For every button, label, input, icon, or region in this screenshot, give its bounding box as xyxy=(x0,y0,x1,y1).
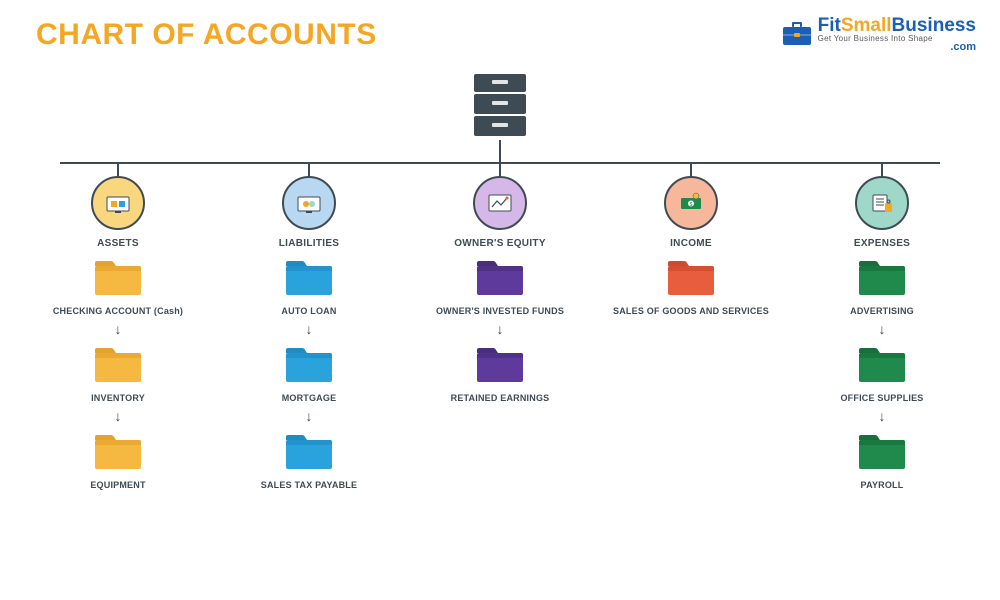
folder-item: AUTO LOAN xyxy=(281,259,336,316)
down-arrow-icon: ↓ xyxy=(115,409,122,423)
brand-fit: Fit xyxy=(818,15,841,36)
connector-drop xyxy=(881,162,883,176)
folder-item: MORTGAGE xyxy=(282,346,337,403)
folder-item: ADVERTISING xyxy=(850,259,914,316)
connector-drop xyxy=(499,162,501,176)
folder-item: SALES TAX PAYABLE xyxy=(261,433,357,490)
brand-logo: FitSmallBusiness Get Your Business Into … xyxy=(782,16,976,53)
folder-label: ADVERTISING xyxy=(850,306,914,316)
branch-assets: ASSETS CHECKING ACCOUNT (Cash) ↓ INVENTOR… xyxy=(30,162,206,490)
folder-icon xyxy=(284,259,334,302)
folder-item: OFFICE SUPPLIES xyxy=(840,346,923,403)
assets-label: ASSETS xyxy=(97,238,139,249)
folder-item: PAYROLL xyxy=(857,433,907,490)
folder-icon xyxy=(93,259,143,302)
folder-label: SALES OF GOODS AND SERVICES xyxy=(613,306,769,316)
down-arrow-icon: ↓ xyxy=(879,322,886,336)
income-category-icon: $ xyxy=(664,176,718,230)
assets-category-icon xyxy=(91,176,145,230)
folder-item: INVENTORY xyxy=(91,346,145,403)
folder-item: RETAINED EARNINGS xyxy=(451,346,550,403)
branch-income: $ INCOME SALES OF GOODS AND SERVICES xyxy=(603,162,779,490)
equity-label: OWNER'S EQUITY xyxy=(454,238,546,249)
folder-label: PAYROLL xyxy=(861,480,904,490)
folder-item: CHECKING ACCOUNT (Cash) xyxy=(53,259,183,316)
folder-icon xyxy=(666,259,716,302)
folder-item: OWNER'S INVESTED FUNDS xyxy=(436,259,564,316)
connector-drop xyxy=(117,162,119,176)
folder-icon xyxy=(93,433,143,476)
branch-liabilities: LIABILITIES AUTO LOAN ↓ MORTGAGE ↓ SALES T… xyxy=(221,162,397,490)
svg-text:$: $ xyxy=(690,202,693,208)
down-arrow-icon: ↓ xyxy=(115,322,122,336)
folder-label: SALES TAX PAYABLE xyxy=(261,480,357,490)
brand-text: FitSmallBusiness Get Your Business Into … xyxy=(818,16,976,53)
folder-icon xyxy=(284,346,334,389)
folder-label: INVENTORY xyxy=(91,393,145,403)
brand-business: Business xyxy=(892,15,976,36)
folder-icon xyxy=(857,259,907,302)
branch-equity: OWNER'S EQUITY OWNER'S INVESTED FUNDS ↓ R… xyxy=(412,162,588,490)
down-arrow-icon: ↓ xyxy=(306,322,313,336)
folder-icon xyxy=(284,433,334,476)
down-arrow-icon: ↓ xyxy=(879,409,886,423)
folder-label: EQUIPMENT xyxy=(90,480,145,490)
branches-container: ASSETS CHECKING ACCOUNT (Cash) ↓ INVENTOR… xyxy=(0,162,1000,490)
page-title: CHART OF ACCOUNTS xyxy=(36,18,377,52)
folder-icon xyxy=(93,346,143,389)
connector-trunk xyxy=(499,140,501,162)
liabilities-label: LIABILITIES xyxy=(279,238,340,249)
down-arrow-icon: ↓ xyxy=(306,409,313,423)
expenses-label: EXPENSES xyxy=(854,238,910,249)
folder-label: OWNER'S INVESTED FUNDS xyxy=(436,306,564,316)
down-arrow-icon: ↓ xyxy=(497,322,504,336)
branch-expenses: EXPENSES ADVERTISING ↓ OFFICE SUPPLIES ↓ P… xyxy=(794,162,970,490)
folder-icon xyxy=(475,259,525,302)
income-label: INCOME xyxy=(670,238,712,249)
filing-cabinet-icon xyxy=(464,68,536,145)
brand-dotcom: .com xyxy=(818,42,976,53)
folder-item: SALES OF GOODS AND SERVICES xyxy=(613,259,769,316)
connector-drop xyxy=(690,162,692,176)
expenses-category-icon xyxy=(855,176,909,230)
liabilities-category-icon xyxy=(282,176,336,230)
folder-label: MORTGAGE xyxy=(282,393,337,403)
equity-category-icon xyxy=(473,176,527,230)
folder-label: CHECKING ACCOUNT (Cash) xyxy=(53,306,183,316)
folder-icon xyxy=(857,433,907,476)
briefcase-icon xyxy=(782,22,812,48)
folder-icon xyxy=(857,346,907,389)
folder-label: OFFICE SUPPLIES xyxy=(840,393,923,403)
connector-drop xyxy=(308,162,310,176)
folder-label: AUTO LOAN xyxy=(281,306,336,316)
brand-small: Small xyxy=(841,15,892,36)
folder-icon xyxy=(475,346,525,389)
folder-label: RETAINED EARNINGS xyxy=(451,393,550,403)
folder-item: EQUIPMENT xyxy=(90,433,145,490)
